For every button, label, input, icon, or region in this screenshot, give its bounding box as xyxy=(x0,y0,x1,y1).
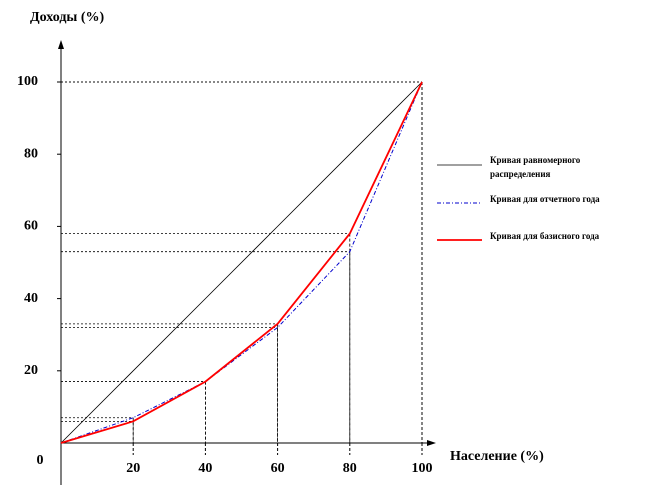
x-tick-label: 40 xyxy=(198,461,212,476)
y-axis-label: Доходы (%) xyxy=(30,10,105,25)
y-tick-label: 80 xyxy=(24,146,38,161)
x-tick-label: 80 xyxy=(343,461,357,476)
y-tick-label: 100 xyxy=(17,74,38,89)
series-line xyxy=(60,81,423,444)
x-tick-label: 100 xyxy=(412,461,433,476)
y-tick-label: 20 xyxy=(24,363,38,378)
legend-label: Кривая для базисного года xyxy=(490,231,600,241)
x-tick-label: 0 xyxy=(37,453,44,468)
legend-label: Кривая для отчетного года xyxy=(490,194,600,204)
series-line xyxy=(60,81,423,444)
legend-label: Кривая равномерного распределения xyxy=(490,155,581,179)
x-axis-label: Население (%) xyxy=(450,449,544,464)
y-tick-label: 60 xyxy=(24,219,38,234)
x-tick-label: 20 xyxy=(126,461,140,476)
y-arrow xyxy=(58,40,64,49)
x-arrow xyxy=(427,440,436,446)
x-tick-label: 60 xyxy=(271,461,285,476)
series-line xyxy=(60,81,423,444)
y-tick-label: 40 xyxy=(24,291,38,306)
